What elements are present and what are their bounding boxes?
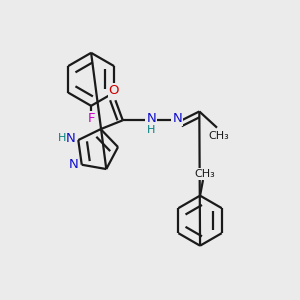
Text: CH₃: CH₃ bbox=[208, 131, 229, 141]
Text: F: F bbox=[87, 112, 95, 125]
Text: O: O bbox=[109, 84, 119, 97]
Text: CH₃: CH₃ bbox=[194, 169, 215, 179]
Text: N: N bbox=[146, 112, 156, 125]
Text: H: H bbox=[58, 133, 66, 143]
Text: N: N bbox=[66, 132, 76, 145]
Text: H: H bbox=[147, 125, 155, 135]
Text: N: N bbox=[69, 158, 78, 171]
Text: N: N bbox=[172, 112, 182, 125]
